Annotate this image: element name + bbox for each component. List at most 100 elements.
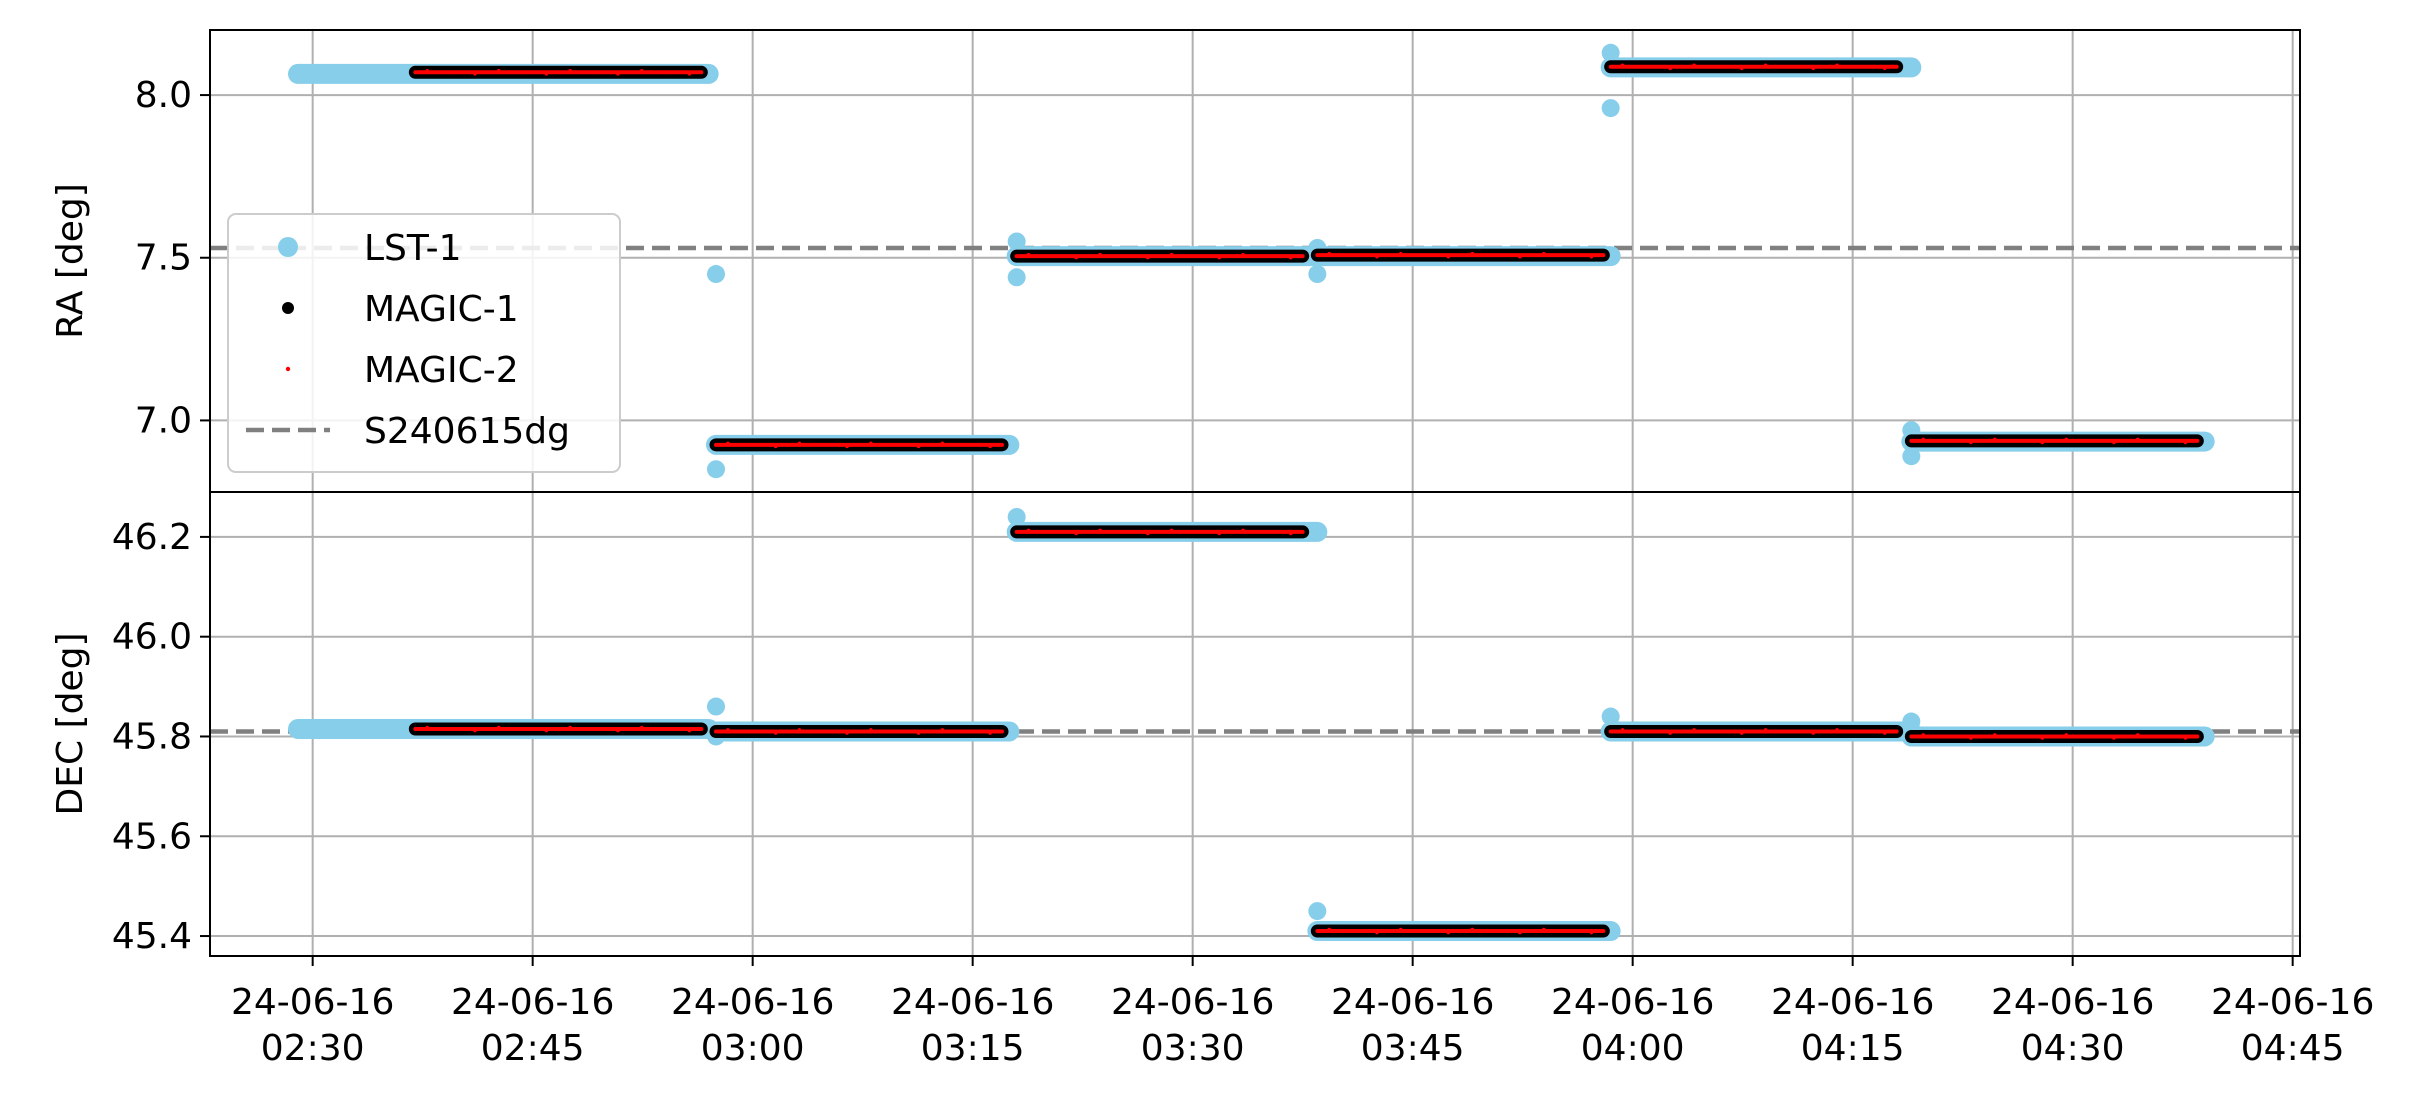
dec-magic-2-point [1541,927,1546,932]
dec-lst-1-point [1902,712,1921,731]
ra-magic-2-point [1074,255,1079,260]
ra-magic-2-point [940,441,945,446]
ra-magic-2-point [1541,251,1546,256]
ra-magic-2-point [449,70,453,75]
dec-magic-2-point [845,731,849,735]
ra-magic-2-point [1288,255,1293,260]
x-tick-label-time: 03:00 [701,1028,805,1069]
x-tick-label-time: 03:45 [1361,1028,1465,1069]
x-tick-label-date: 24-06-16 [891,982,1054,1023]
dec-magic-2-point [1169,528,1174,533]
dec-magic-2-point [916,731,921,735]
dec-magic-2-point [821,729,826,734]
legend-marker-lst-1 [278,237,298,257]
ra-magic-2-point [797,441,802,446]
dec-magic-2-point [1589,930,1594,935]
legend-label: MAGIC-1 [364,289,519,330]
dec-magic-2-point [1193,530,1198,534]
dec-magic-2-point [1859,729,1863,734]
dec-panel: 45.4 45.6 45.8 46.0 46.2 DEC [deg] [50,491,2301,957]
x-tick-label-date: 24-06-16 [1771,982,1934,1023]
ra-lst-1-point [1308,265,1327,284]
dec-magic-2-point [592,727,596,731]
dec-magic-2-point [520,727,525,731]
x-tick-label-time: 04:00 [1581,1028,1685,1069]
dec-magic-2-point [1739,731,1744,735]
legend-label: MAGIC-2 [364,350,519,391]
ra-magic-2-point [1422,253,1427,257]
dec-lst-1-point [1308,902,1327,921]
dec-magic-2-point [940,728,945,732]
ra-magic-2-point [1692,63,1696,68]
ra-magic-2-point [544,71,549,76]
dec-magic-2-point [1692,728,1696,732]
ra-magic-2-point [1859,64,1863,69]
dec-magic-2-point [1945,734,1949,739]
ra-magic-2-point [1565,253,1570,257]
ra-magic-2-point [1969,440,1973,445]
ra-y-tick-label: 7.5 [135,238,192,279]
legend: LST-1 MAGIC-1 MAGIC-2 S240615dg [227,213,621,473]
ra-magic-2-point [2040,440,2045,445]
x-tick-label-date: 24-06-16 [671,982,834,1023]
dec-magic-2-point [1644,729,1649,734]
ra-magic-2-point [1763,63,1768,68]
dec-magic-2-point [1921,733,1926,737]
ra-magic-2-point [1945,439,1949,443]
ra-magic-2-point [1122,254,1126,258]
dec-magic-2-point [2112,736,2116,740]
x-tick-label-date: 24-06-16 [2211,982,2374,1023]
ra-magic-2-point [1026,252,1031,257]
ra-magic-2-point [1398,251,1403,256]
ra-lst-1-point [1007,232,1026,251]
legend-label: LST-1 [364,228,462,269]
dec-axes-frame [209,491,2301,957]
legend-label: S240615dg [364,411,570,452]
ra-magic-2-point [2016,439,2021,443]
dec-lst-1-point [1007,507,1026,526]
ra-series-magic-2 [413,63,2200,449]
ra-magic-2-point [964,443,969,447]
ra-magic-2-point [663,70,668,75]
x-tick-label-time: 02:45 [481,1028,585,1069]
x-tick-label-date: 24-06-16 [1331,982,1494,1023]
dec-magic-2-point [1375,930,1379,935]
dec-magic-2-point [616,728,620,733]
dec-magic-2-point [1422,929,1427,933]
dec-y-tick-label: 45.6 [112,816,192,857]
dec-magic-2-point [1288,531,1293,536]
ra-magic-2-point [568,68,573,73]
dec-magic-2-point [1494,929,1498,933]
ra-lst-1-point [1601,99,1620,118]
ra-magic-2-point [821,443,826,447]
dec-y-axis-label: DEC [deg] [50,633,91,816]
ra-magic-2-point [1241,252,1245,257]
dec-magic-2-point [2040,736,2045,740]
ra-magic-2-point [1644,64,1649,69]
ra-magic-2-point [2064,437,2069,442]
dec-y-tick-label: 45.4 [112,916,192,957]
dec-series-magic-2 [413,528,2200,935]
dec-magic-2-point [1811,731,1816,735]
ra-magic-2-point [1668,66,1673,71]
x-tick-label-date: 24-06-16 [451,982,614,1023]
x-tick-label-time: 04:15 [1801,1028,1905,1069]
legend-marker-magic-1 [282,302,294,314]
dec-magic-2-point [568,725,573,730]
ra-lst-1-point [1601,43,1620,62]
ra-magic-2-point [1921,437,1926,442]
dec-magic-2-point [1265,530,1269,534]
ra-lst-1-point [1007,268,1026,287]
dec-magic-2-point [1026,528,1031,533]
dec-y-tick-label: 46.0 [112,617,192,658]
dec-magic-2-point [1470,927,1475,932]
dec-magic-2-point [2183,736,2188,740]
dec-magic-2-point [2088,734,2092,739]
dec-magic-2-point [2135,733,2140,737]
ra-magic-2-point [1193,254,1198,258]
ra-magic-2-point [1882,66,1887,71]
dec-magic-2-point [2016,734,2021,739]
dec-magic-2-point [988,731,992,735]
x-axis: 24-06-16 02:30 24-06-16 02:45 24-06-16 03:00 2… [231,956,2374,1069]
ra-magic-2-point [726,441,730,446]
